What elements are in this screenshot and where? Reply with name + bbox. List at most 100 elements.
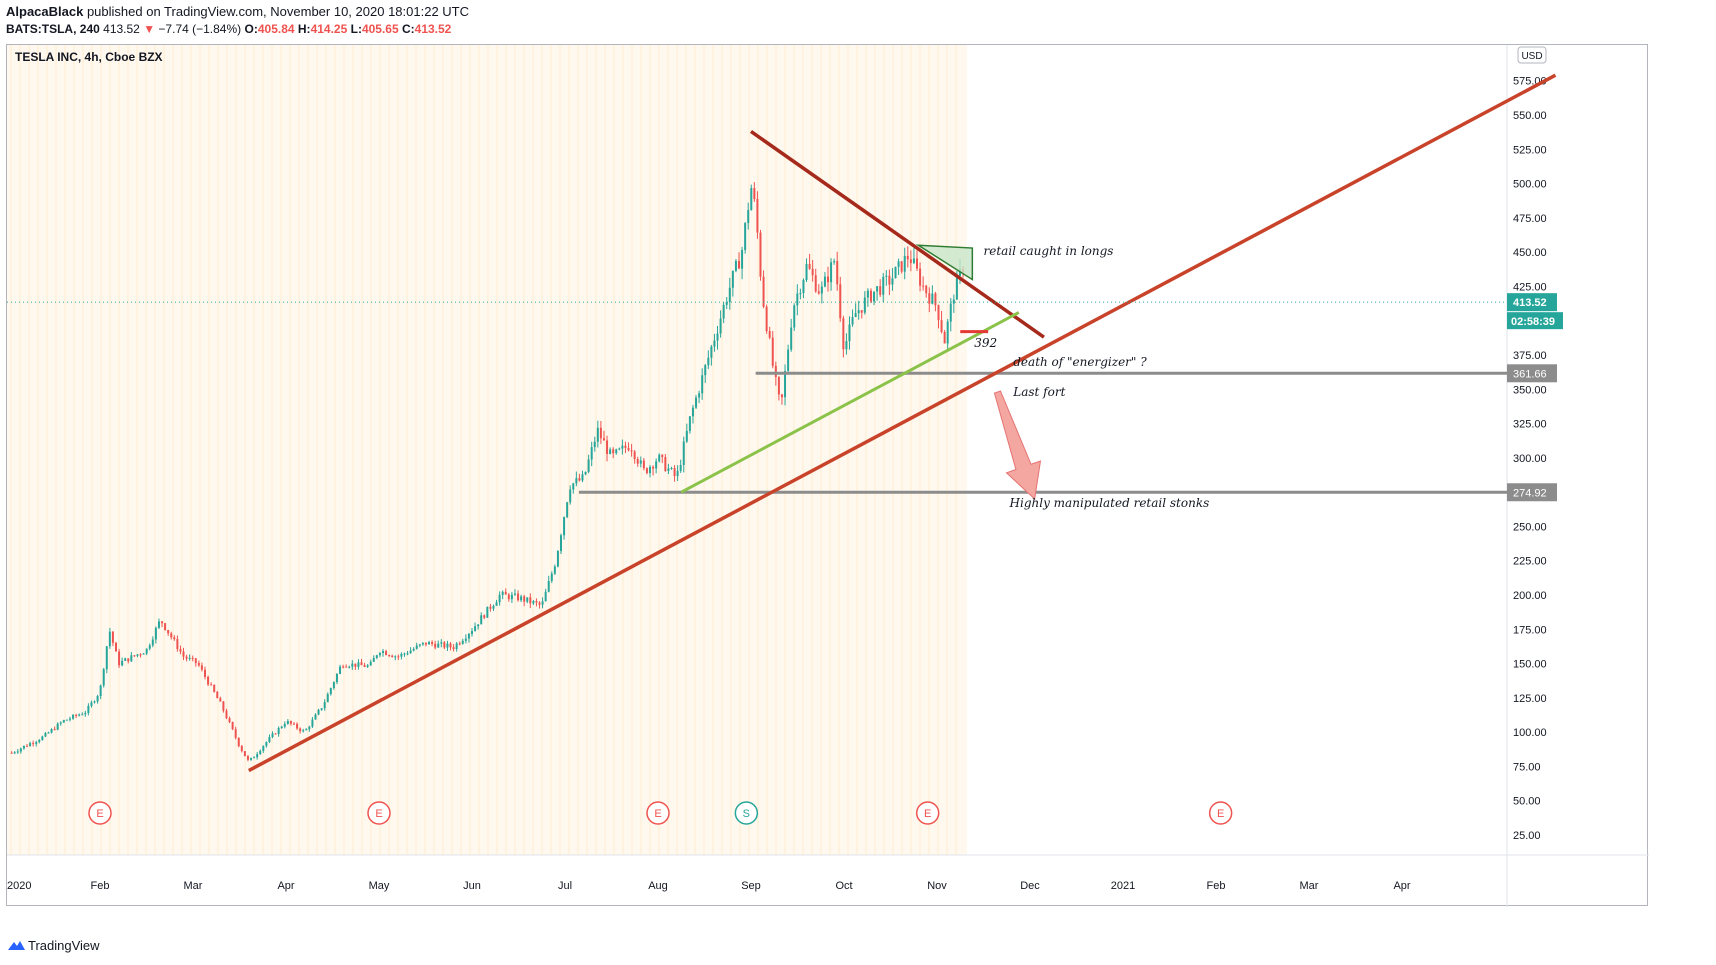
candle-body [397,656,400,658]
candle-body [741,250,744,269]
candle-body [639,460,642,464]
candle-body [658,454,661,462]
candle-body [228,718,231,723]
candle-body [578,478,581,481]
candle-body [391,655,394,658]
candle-body [16,751,19,753]
y-tick-label: 125.00 [1513,693,1547,705]
chart-frame[interactable]: USD 575.00 550.00 525.00 500.00 475.00 450.00 4… [6,44,1649,907]
candle-body [299,728,302,732]
candle-body [412,648,415,651]
candle-body [443,642,446,648]
candle-body [292,723,295,725]
last-price-label: 413.52 [1513,297,1547,309]
candle-body [403,653,406,655]
candle-body [320,708,323,710]
candle-body [13,752,16,754]
chart-annotation: 392 [974,336,997,350]
candle-body [268,737,271,743]
candle-body [121,660,124,666]
y-tick-label: 225.00 [1513,556,1547,568]
candle-body [854,313,857,318]
candle-body [609,449,612,454]
candle-body [652,466,655,469]
candle-body [326,694,329,703]
currency-label: USD [1521,51,1542,62]
x-tick-label: Aug [648,880,668,892]
candle-body [474,626,477,632]
session-shading [7,45,967,855]
candle-body [820,286,823,294]
last-price-tag [1507,293,1557,312]
candle-body [679,465,682,471]
candle-body [99,685,102,696]
event-marker-label: E [1217,808,1224,820]
candle-body [744,223,747,251]
candle-body [29,743,32,747]
candle-body [372,657,375,662]
candle-body [231,722,234,730]
tradingview-logo[interactable]: TradingView [6,938,100,953]
candle-body [139,654,142,656]
candle-body [891,278,894,285]
candle-body [882,276,885,295]
candle-body [243,751,246,757]
x-tick-label: Apr [1393,880,1410,892]
candle-body [584,471,587,475]
candle-body [885,275,888,277]
candle-body [271,733,274,738]
candle-body [381,651,384,653]
event-marker [646,801,670,825]
candle-body [277,727,280,735]
candle-body [719,318,722,334]
y-tick-label: 475.00 [1513,213,1547,225]
trendline-long-term-support [247,73,1557,773]
candle-body [517,593,520,601]
candle-body [65,719,68,721]
candle-body [90,702,93,706]
candle-body [308,726,311,730]
candle-body [253,757,256,759]
candle-body [409,650,412,654]
candle-body [777,377,780,395]
candle-body [553,566,556,574]
candle-body [194,658,197,664]
candle-body [38,740,41,742]
candle-body [329,688,332,695]
candle-body [937,305,940,321]
candle-body [265,742,268,746]
event-marker-label: E [654,808,661,820]
x-tick-label: Mar [184,880,203,892]
y-tick-label: 450.00 [1513,247,1547,259]
close-value: 413.52 [414,22,452,36]
candle-body [682,441,685,466]
candle-body [289,720,292,724]
low-label: L: [350,22,362,36]
open-label: O: [244,22,258,36]
candle-body [563,517,566,536]
candle-body [590,447,593,460]
candle-body [428,642,431,645]
y-tick-label: 500.00 [1513,179,1547,191]
event-marker [734,801,759,825]
candle-body [467,633,470,639]
candle-body [394,656,397,658]
candle-body [360,662,363,666]
candle-body [903,255,906,272]
author-name[interactable]: AlpacaBlack [6,4,84,19]
candle-body [701,375,704,394]
candle-body [808,263,811,269]
candle-body [173,637,176,640]
candle-body [185,656,188,659]
candle-body [424,642,427,645]
candle-body [498,594,501,603]
candle-body [710,346,713,358]
x-tick-label: Mar [1300,880,1319,892]
candle-body [863,297,866,313]
price-chart[interactable]: USD575.00550.00525.00500.00475.00450.004… [7,45,1649,907]
candle-body [93,701,96,703]
candle-body [68,718,71,720]
candle-body [612,449,615,454]
candle-body [544,591,547,602]
y-tick-label: 150.00 [1513,659,1547,671]
